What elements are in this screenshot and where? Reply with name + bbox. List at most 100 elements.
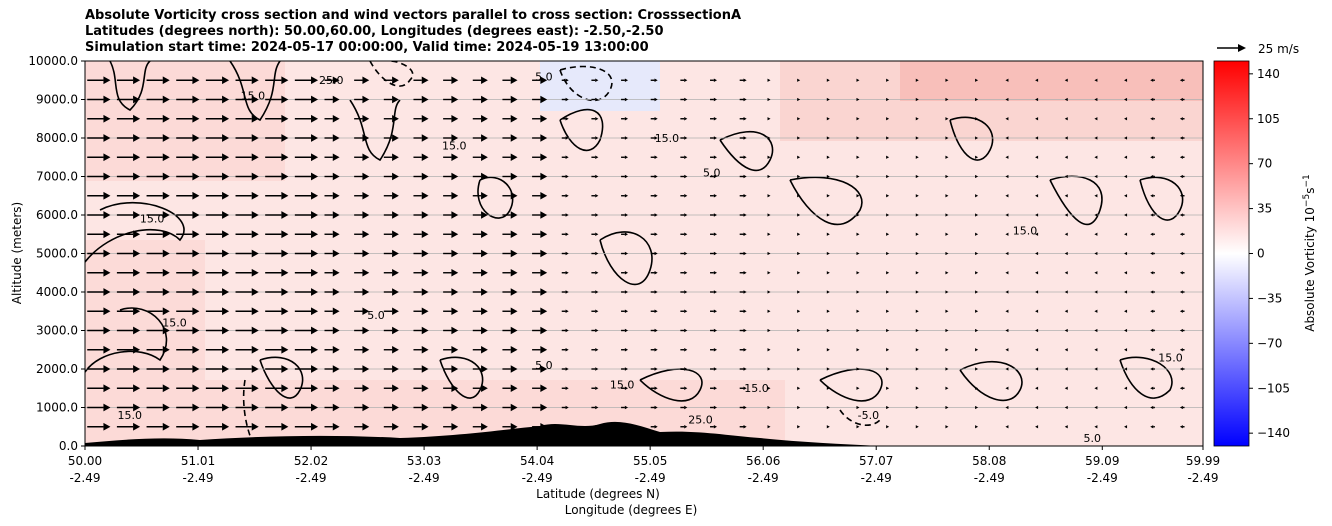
- wind-vector-head: [1124, 213, 1128, 217]
- wind-vector-head: [1064, 194, 1068, 198]
- wind-vector-head: [162, 172, 170, 181]
- y-axis: 0.0 1000.0 2000.0 3000.0 4000.0 5000.0 6000.0 7…: [28, 54, 85, 453]
- wind-vector-head: [1035, 309, 1039, 313]
- contour-line: [819, 368, 883, 402]
- wind-vector-head: [595, 328, 599, 333]
- wind-vector-head: [192, 211, 200, 219]
- wind-vector-head: [1179, 174, 1183, 179]
- wind-vector-head: [162, 422, 170, 431]
- wind-vector-head: [595, 232, 599, 236]
- wind-vector-head: [311, 191, 319, 200]
- wind-vector-head: [684, 271, 688, 275]
- wind-vector-head: [1150, 232, 1154, 236]
- wind-vector-head: [133, 307, 141, 316]
- wind-vector-head: [222, 326, 230, 335]
- wind-vector-head: [451, 95, 459, 104]
- wind-vector-head: [797, 309, 801, 313]
- wind-vector-head: [251, 172, 259, 181]
- wind-vector-head: [624, 78, 629, 82]
- wind-vector-head: [192, 422, 200, 431]
- wind-vector-head: [565, 386, 569, 390]
- wind-vector-head: [975, 405, 979, 410]
- wind-vector-head: [1094, 290, 1098, 294]
- wind-vector-head: [797, 213, 801, 217]
- wind-vector-head: [767, 271, 771, 275]
- contour-label: 5.0: [367, 309, 385, 322]
- wind-vector-head: [743, 78, 747, 82]
- wind-vector-head: [713, 232, 717, 236]
- wind-vector-head: [162, 249, 170, 258]
- wind-vector-head: [886, 290, 890, 294]
- wind-vector-head: [886, 194, 890, 198]
- wind-vector-head: [975, 290, 979, 294]
- x-tick-label-latitude: 57.07: [859, 454, 893, 468]
- wind-vector-head: [654, 425, 658, 429]
- contour-line: [259, 356, 304, 399]
- wind-vector-head: [1005, 78, 1009, 82]
- wind-vector-head: [856, 194, 860, 198]
- wind-vector-head: [1035, 232, 1039, 236]
- wind-vector-head: [1124, 97, 1128, 102]
- wind-vector-head: [1035, 367, 1039, 371]
- wind-vector-head: [281, 114, 289, 123]
- wind-vector-head: [856, 174, 860, 179]
- wind-vector-head: [684, 155, 688, 159]
- wind-vector-head: [1124, 309, 1128, 313]
- wind-vector-head: [133, 230, 141, 239]
- wind-vector-head: [797, 386, 801, 390]
- wind-vector-head: [945, 174, 949, 179]
- wind-vector-head: [743, 348, 747, 352]
- wind-vector-head: [826, 251, 830, 256]
- wind-vector-head: [886, 425, 890, 429]
- contour-line: [85, 307, 168, 373]
- wind-vector-head: [510, 249, 518, 258]
- wind-vector-head: [510, 230, 518, 238]
- contour-line: [559, 108, 604, 152]
- wind-vector-head: [565, 155, 569, 159]
- wind-vector-head: [1005, 309, 1009, 313]
- wind-vector-head: [595, 251, 599, 256]
- x-tick-label-latitude: 53.03: [407, 454, 441, 468]
- wind-vector-head: [1064, 348, 1068, 352]
- negative-contour-line: [369, 61, 414, 87]
- wind-vector-head: [743, 386, 747, 390]
- wind-vector-head: [222, 384, 230, 393]
- wind-vector-head: [826, 425, 830, 429]
- wind-vector-head: [684, 97, 688, 102]
- wind-vector-head: [103, 345, 111, 354]
- wind-vector-head: [856, 155, 860, 159]
- wind-vector-head: [945, 290, 949, 294]
- wind-vector-head: [133, 422, 141, 431]
- wind-vector-head: [1124, 194, 1128, 198]
- wind-vector-head: [945, 97, 949, 102]
- contour-line: [789, 176, 863, 226]
- wind-vector-head: [1035, 348, 1039, 352]
- wind-vector-head: [713, 136, 717, 140]
- wind-vector-head: [311, 268, 319, 277]
- wind-vector-head: [565, 405, 569, 410]
- wind-vector-head: [743, 97, 747, 102]
- y-tick-label: 1000.0: [36, 401, 78, 415]
- wind-vector-head: [945, 136, 949, 140]
- wind-vector-head: [1094, 251, 1098, 256]
- contour-line: [229, 61, 281, 122]
- wind-vector-head: [975, 309, 979, 313]
- colorbar-tick-label: 70: [1257, 157, 1272, 171]
- wind-vector-head: [945, 348, 949, 352]
- wind-vector-head: [251, 403, 259, 412]
- wind-vector-head: [595, 271, 599, 275]
- wind-vector-head: [311, 307, 319, 316]
- wind-vector-head: [451, 192, 459, 200]
- wind-vector-head: [332, 134, 340, 142]
- wind-vector-head: [540, 134, 548, 142]
- wind-vector-head: [481, 384, 488, 392]
- wind-vector-head: [392, 95, 399, 104]
- wind-vector-head: [1035, 251, 1039, 256]
- wind-vector-head: [743, 405, 747, 410]
- wind-vector-head: [797, 78, 801, 82]
- wind-vector-head: [510, 423, 518, 431]
- y-tick-label: 6000.0: [36, 208, 78, 222]
- wind-vector-head: [1094, 155, 1098, 159]
- y-tick-label: 7000.0: [36, 170, 78, 184]
- wind-vector-head: [915, 328, 919, 333]
